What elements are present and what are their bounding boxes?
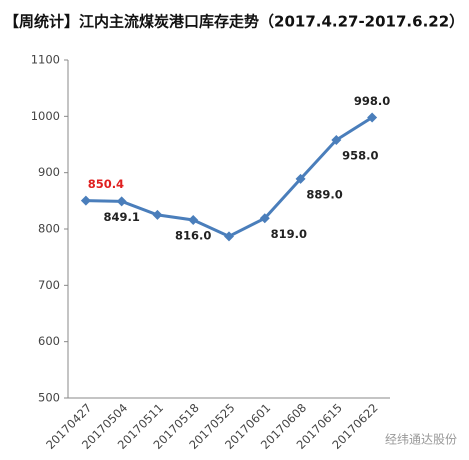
y-tick-label: 700: [38, 278, 60, 292]
value-label: 958.0: [342, 148, 378, 162]
marker: [80, 195, 91, 206]
marker: [259, 213, 270, 224]
marker: [295, 173, 306, 184]
chart-title: 【周统计】江内主流煤炭港口库存走势（2017.4.27-2017.6.22）: [4, 13, 464, 31]
y-tick-label: 600: [38, 334, 60, 348]
y-tick-label: 500: [38, 391, 60, 405]
marker: [116, 196, 127, 207]
marker: [188, 214, 199, 225]
marker: [224, 231, 234, 242]
y-tick-label: 1100: [31, 53, 60, 67]
y-tick-label: 800: [38, 222, 60, 236]
value-label: 889.0: [306, 187, 342, 201]
y-tick-label: 1000: [31, 109, 60, 123]
value-label: 816.0: [175, 228, 211, 242]
marker: [367, 112, 378, 123]
value-label: 849.1: [103, 210, 139, 224]
value-label: 850.4: [88, 177, 124, 191]
value-label: 998.0: [354, 94, 390, 108]
y-tick-label: 900: [38, 165, 60, 179]
value-label: 819.0: [271, 227, 307, 241]
marker: [331, 134, 342, 145]
marker: [152, 209, 163, 220]
watermark: 经纬通达股份: [385, 433, 457, 447]
